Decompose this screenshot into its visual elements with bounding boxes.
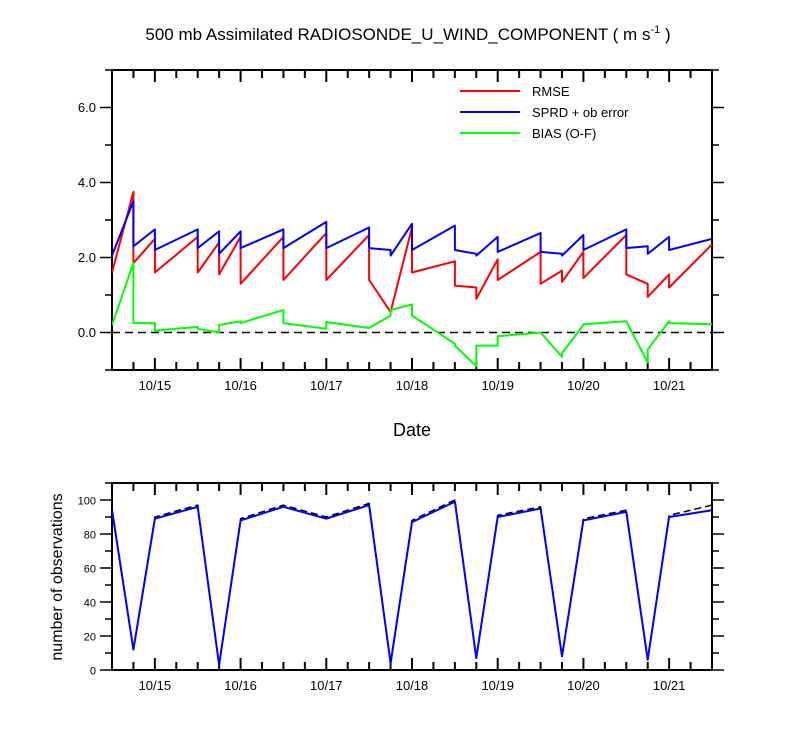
- bottom-plot: 10/15 10/16 10/17 10/18 10/19 10/20 10/21 0 20 40…: [78, 482, 724, 693]
- bottom-y-tick-label: 60: [84, 564, 96, 576]
- bottom-x-tick-label: 10/17: [310, 678, 343, 693]
- top-y-tick-label: 2.0: [78, 250, 96, 265]
- top-y-tick-label: 6.0: [78, 100, 96, 115]
- chart-title: 500 mb Assimilated RADIOSONDE_U_WIND_COM…: [145, 24, 670, 44]
- bottom-y-tick-label: 40: [84, 598, 96, 610]
- bottom-y-tick-label: 0: [90, 666, 96, 678]
- legend-label-rmse: RMSE: [532, 84, 570, 99]
- y-axis-title-observations: number of observations: [49, 493, 66, 660]
- top-x-tick-label: 10/20: [567, 378, 600, 393]
- bottom-series-assimilated-observations: [112, 500, 712, 666]
- top-series-bias-o-f: [112, 262, 712, 368]
- bottom-y-tick-label: 100: [78, 496, 96, 508]
- top-x-tick-label: 10/16: [224, 378, 257, 393]
- top-plot: 10/15 10/16 10/17 10/18 10/19 10/20 10/21 0.0 2.…: [78, 69, 724, 393]
- title-main: 500 mb Assimilated RADIOSONDE_U_WIND_COM…: [145, 25, 650, 44]
- legend-label-sprd: SPRD + ob error: [532, 105, 629, 120]
- x-axis-title: Date: [393, 420, 431, 440]
- bottom-x-tick-label: 10/15: [139, 678, 172, 693]
- top-series-sprd-ob-error: [112, 200, 712, 257]
- bottom-y-tick-label: 20: [84, 632, 96, 644]
- title-exponent: -1: [650, 24, 660, 36]
- bottom-x-tick-label: 10/20: [567, 678, 600, 693]
- top-y-tick-label: 0.0: [78, 325, 96, 340]
- bottom-y-tick-label: 80: [84, 530, 96, 542]
- top-x-tick-label: 10/19: [481, 378, 514, 393]
- bottom-x-tick-label: 10/19: [481, 678, 514, 693]
- top-y-tick-label: 4.0: [78, 175, 96, 190]
- top-x-tick-label: 10/17: [310, 378, 343, 393]
- legend-label-bias: BIAS (O-F): [532, 126, 596, 141]
- bottom-x-tick-label: 10/18: [396, 678, 429, 693]
- title-end: ): [660, 25, 670, 44]
- bottom-x-tick-label: 10/21: [653, 678, 686, 693]
- top-x-tick-label: 10/21: [653, 378, 686, 393]
- top-x-tick-label: 10/18: [396, 378, 429, 393]
- top-series-rmse: [112, 190, 712, 313]
- legend: RMSE SPRD + ob error BIAS (O-F): [460, 84, 629, 141]
- bottom-x-tick-label: 10/16: [224, 678, 257, 693]
- top-x-tick-label: 10/15: [139, 378, 172, 393]
